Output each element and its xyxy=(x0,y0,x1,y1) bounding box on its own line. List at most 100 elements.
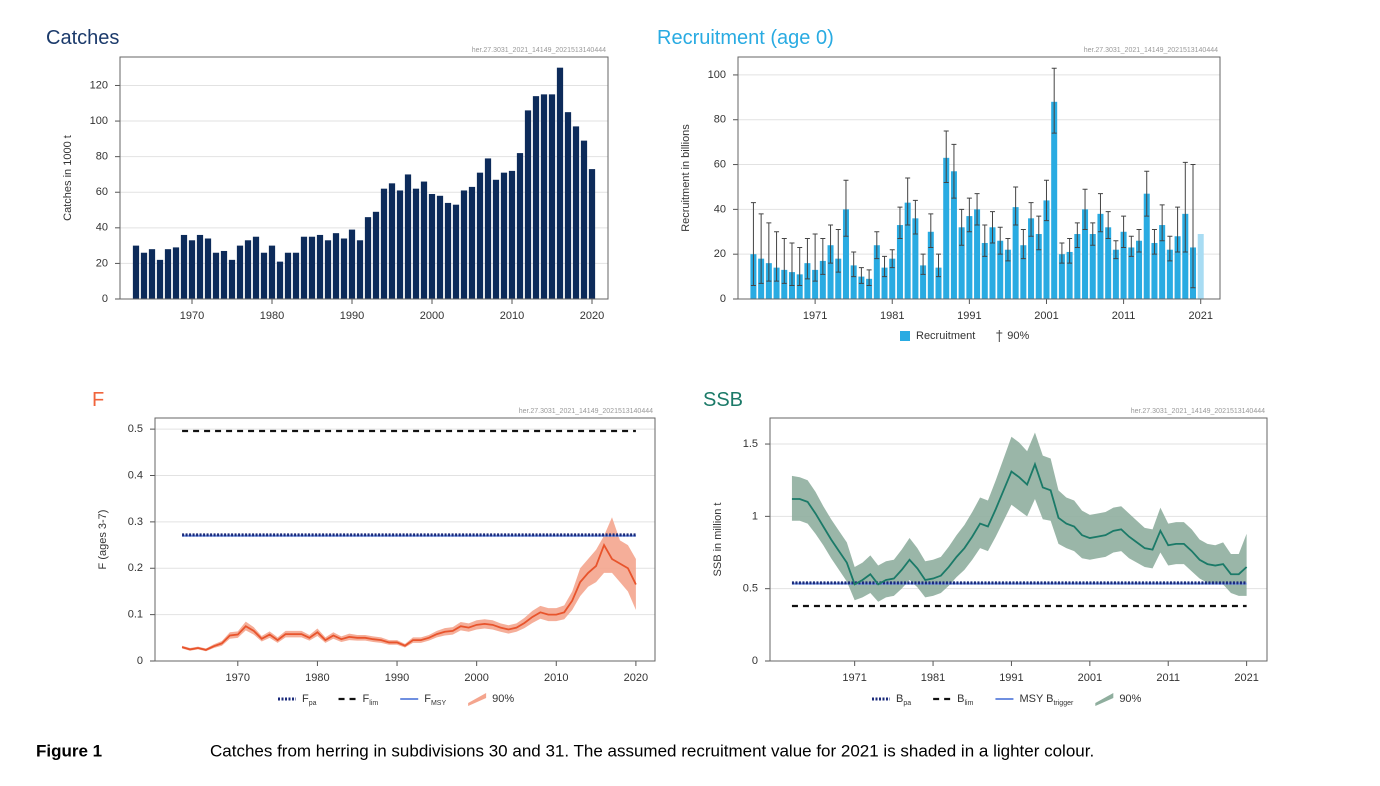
bar xyxy=(1136,240,1143,299)
bar xyxy=(372,211,380,299)
error-bar xyxy=(874,231,880,260)
legend-subscript: pa xyxy=(903,700,911,707)
error-bar xyxy=(866,269,872,287)
bar xyxy=(904,202,911,299)
x-tick-label: 1980 xyxy=(305,672,329,684)
y-tick-label: 20 xyxy=(714,248,726,260)
error-bar xyxy=(1074,222,1080,248)
bar xyxy=(276,261,284,299)
bar xyxy=(180,234,188,299)
bar xyxy=(420,181,428,299)
bar xyxy=(858,276,865,299)
bar xyxy=(1182,213,1189,299)
bar xyxy=(412,188,420,299)
caption-text: Catches from herring in subdivisions 30 … xyxy=(210,741,1094,760)
legend-name: MSY B xyxy=(1019,693,1053,705)
y-axis-label: Catches in 1000 t xyxy=(62,135,74,221)
legend-label: 90% xyxy=(492,693,514,705)
legend-label: 90% xyxy=(1007,330,1029,342)
bar xyxy=(1074,234,1081,299)
legend-subscript: lim xyxy=(369,700,378,707)
error-bar xyxy=(1036,215,1042,251)
bar xyxy=(212,252,220,299)
legend-symbol xyxy=(996,330,1003,342)
error-bar xyxy=(1043,179,1049,222)
line xyxy=(181,542,637,651)
error-bar xyxy=(797,246,803,287)
bar xyxy=(974,209,981,299)
bar xyxy=(156,259,164,299)
bar xyxy=(388,183,396,299)
bar xyxy=(588,169,596,299)
error-bar xyxy=(897,206,903,239)
bar xyxy=(850,265,857,299)
error-bar xyxy=(928,213,934,248)
error-bar xyxy=(1005,238,1011,262)
bar xyxy=(827,245,834,299)
bar xyxy=(1082,209,1089,299)
bar xyxy=(927,231,934,299)
bar xyxy=(532,96,540,299)
bar xyxy=(1097,213,1104,299)
bar xyxy=(428,194,436,299)
error-bar xyxy=(1136,229,1142,253)
bar xyxy=(340,238,348,299)
plot-frame xyxy=(737,56,1221,300)
x-tick-label: 1980 xyxy=(260,310,284,322)
y-tick-label: 0 xyxy=(752,655,758,667)
bar xyxy=(348,229,356,299)
error-bar xyxy=(766,222,772,282)
error-bar xyxy=(951,143,957,199)
bar xyxy=(1051,101,1058,299)
bar xyxy=(404,174,412,299)
error-bar xyxy=(843,179,849,237)
y-tick-label: 0.1 xyxy=(128,609,143,621)
error-bar xyxy=(835,229,841,273)
y-tick-label: 60 xyxy=(714,158,726,170)
bar xyxy=(773,267,780,299)
x-tick-label: 2000 xyxy=(464,672,488,684)
caption-label: Figure 1 xyxy=(36,741,102,760)
bar xyxy=(1166,249,1173,299)
error-bar xyxy=(889,249,895,269)
legend-label: FMSY xyxy=(424,693,446,707)
x-tick-label: 1990 xyxy=(385,672,409,684)
bar xyxy=(781,269,788,299)
bar xyxy=(188,240,196,299)
source-label: her.27.3031_2021_14149_2021513140444 xyxy=(1131,408,1265,415)
error-bar xyxy=(1128,235,1134,257)
source-label: her.27.3031_2021_14149_2021513140444 xyxy=(519,408,653,415)
bar xyxy=(804,263,811,299)
error-bar xyxy=(1151,229,1157,255)
bar xyxy=(1143,193,1150,299)
y-tick-label: 0.3 xyxy=(128,516,143,528)
bar xyxy=(981,242,988,299)
bar xyxy=(228,259,236,299)
bar xyxy=(492,179,500,299)
y-tick-label: 0.4 xyxy=(128,469,143,481)
error-bar xyxy=(1097,193,1103,233)
x-tick-label: 2011 xyxy=(1156,672,1180,684)
bar xyxy=(148,249,156,299)
x-tick-label: 2001 xyxy=(1078,672,1102,684)
x-tick-label: 1991 xyxy=(999,672,1023,684)
line xyxy=(791,461,1248,586)
error-bar xyxy=(1067,238,1073,264)
y-tick-label: 20 xyxy=(96,257,108,269)
bar xyxy=(1035,234,1042,299)
error-bar xyxy=(820,238,826,275)
error-bar xyxy=(1144,170,1150,217)
y-tick-label: 80 xyxy=(714,114,726,126)
error-bar xyxy=(858,267,864,284)
bar xyxy=(460,190,468,299)
error-bar xyxy=(974,193,980,226)
bar xyxy=(444,202,452,299)
y-axis-label: SSB in million t xyxy=(712,503,724,577)
error-bar xyxy=(989,211,995,244)
legend-name: F xyxy=(424,693,431,705)
bar xyxy=(572,126,580,299)
bar xyxy=(364,217,372,299)
bar xyxy=(943,157,950,299)
legend-swatch xyxy=(1095,693,1114,706)
